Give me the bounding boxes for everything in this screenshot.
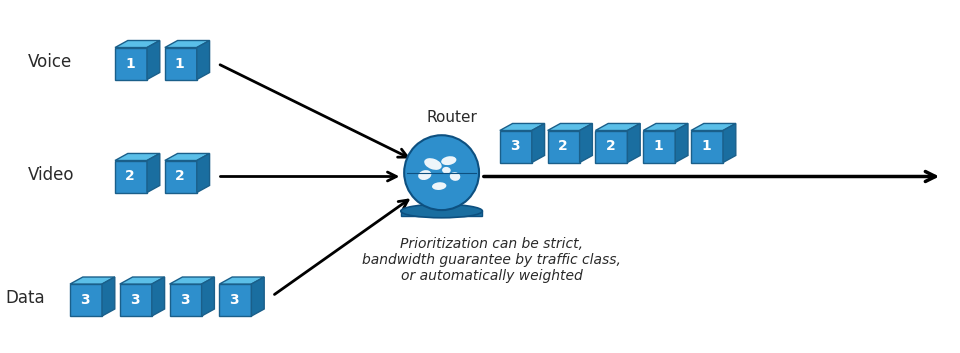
Polygon shape bbox=[202, 277, 214, 316]
Polygon shape bbox=[165, 48, 197, 79]
Text: 2: 2 bbox=[558, 139, 567, 154]
Ellipse shape bbox=[401, 204, 483, 218]
Polygon shape bbox=[165, 161, 197, 192]
Polygon shape bbox=[170, 284, 202, 316]
Polygon shape bbox=[675, 124, 688, 162]
Text: 3: 3 bbox=[130, 293, 139, 307]
Text: Router: Router bbox=[426, 110, 477, 125]
Text: 3: 3 bbox=[81, 293, 90, 307]
Polygon shape bbox=[220, 284, 252, 316]
Polygon shape bbox=[115, 161, 147, 192]
Text: 3: 3 bbox=[180, 293, 189, 307]
Text: 3: 3 bbox=[229, 293, 239, 307]
Polygon shape bbox=[691, 124, 735, 131]
Ellipse shape bbox=[432, 182, 446, 190]
Text: 2: 2 bbox=[606, 139, 615, 154]
Text: Data: Data bbox=[5, 289, 44, 307]
Polygon shape bbox=[197, 41, 209, 79]
Polygon shape bbox=[165, 154, 209, 161]
Ellipse shape bbox=[443, 167, 450, 174]
Ellipse shape bbox=[424, 158, 442, 170]
Polygon shape bbox=[643, 131, 675, 162]
Polygon shape bbox=[401, 211, 483, 216]
Ellipse shape bbox=[419, 170, 431, 180]
Polygon shape bbox=[595, 124, 640, 131]
Polygon shape bbox=[165, 41, 209, 48]
Polygon shape bbox=[500, 124, 544, 131]
Polygon shape bbox=[500, 131, 532, 162]
Text: Voice: Voice bbox=[28, 53, 72, 71]
Polygon shape bbox=[120, 277, 164, 284]
Text: 1: 1 bbox=[654, 139, 663, 154]
Text: 2: 2 bbox=[175, 169, 184, 184]
Polygon shape bbox=[252, 277, 264, 316]
Polygon shape bbox=[102, 277, 115, 316]
Polygon shape bbox=[170, 277, 214, 284]
Polygon shape bbox=[120, 284, 152, 316]
Polygon shape bbox=[197, 154, 209, 192]
Ellipse shape bbox=[442, 156, 456, 165]
Polygon shape bbox=[220, 277, 264, 284]
Text: 1: 1 bbox=[125, 56, 134, 71]
Polygon shape bbox=[628, 124, 640, 162]
Polygon shape bbox=[147, 41, 159, 79]
Polygon shape bbox=[115, 41, 159, 48]
Ellipse shape bbox=[450, 172, 460, 181]
Polygon shape bbox=[532, 124, 544, 162]
Polygon shape bbox=[595, 131, 628, 162]
Polygon shape bbox=[152, 277, 164, 316]
Circle shape bbox=[404, 135, 479, 210]
Text: 1: 1 bbox=[175, 56, 184, 71]
Polygon shape bbox=[723, 124, 735, 162]
Polygon shape bbox=[147, 154, 159, 192]
Polygon shape bbox=[70, 277, 115, 284]
Polygon shape bbox=[547, 124, 592, 131]
Text: Prioritization can be strict,
bandwidth guarantee by traffic class,
or automatic: Prioritization can be strict, bandwidth … bbox=[362, 237, 621, 283]
Polygon shape bbox=[580, 124, 592, 162]
Polygon shape bbox=[70, 284, 102, 316]
Polygon shape bbox=[547, 131, 580, 162]
Text: 1: 1 bbox=[701, 139, 710, 154]
Polygon shape bbox=[115, 154, 159, 161]
Polygon shape bbox=[643, 124, 688, 131]
Text: 2: 2 bbox=[125, 169, 134, 184]
Text: Video: Video bbox=[28, 166, 75, 184]
Polygon shape bbox=[691, 131, 723, 162]
Text: 3: 3 bbox=[510, 139, 519, 154]
Polygon shape bbox=[115, 48, 147, 79]
